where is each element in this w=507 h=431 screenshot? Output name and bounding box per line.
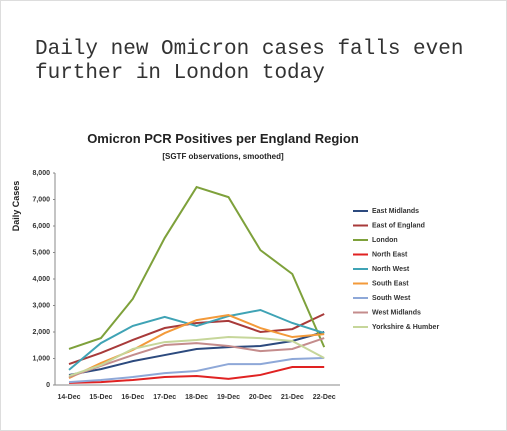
x-tick-label: 20-Dec: [249, 394, 272, 401]
y-tick-label: 5,000: [32, 249, 50, 256]
series-line: [68, 313, 325, 366]
x-tick-label: 16-Dec: [121, 394, 144, 401]
legend-label: West Midlands: [372, 309, 421, 316]
y-tick-label: 7,000: [32, 196, 50, 203]
x-tick-label: 15-Dec: [89, 394, 112, 401]
legend-label: South East: [372, 280, 409, 287]
series-line: [68, 336, 325, 377]
series-line: [68, 365, 325, 384]
series-line: [68, 331, 325, 376]
headline: Daily new Omicron cases falls even: [35, 38, 463, 61]
x-tick-label: 19-Dec: [217, 394, 240, 401]
x-tick-label: 18-Dec: [185, 394, 208, 401]
y-tick-label: 8,000: [32, 170, 50, 177]
legend-label: London: [372, 237, 398, 244]
series-line: [68, 185, 326, 350]
y-axis-label: Daily Cases: [11, 181, 21, 232]
y-tick-label: 3,000: [32, 302, 50, 309]
y-tick-label: 2,000: [32, 329, 50, 336]
series-line: [68, 308, 325, 371]
y-tick-label: 0: [46, 382, 50, 389]
legend-label: Yorkshire & Humber: [372, 324, 439, 331]
legend-label: South West: [372, 295, 411, 302]
chart-subtitle: [SGTF observations, smoothed]: [162, 152, 284, 161]
x-tick-label: 14-Dec: [58, 394, 81, 401]
legend-label: North West: [372, 266, 410, 273]
legend-label: East Midlands: [372, 208, 419, 215]
x-tick-label: 17-Dec: [153, 394, 176, 401]
legend-label: North East: [372, 251, 408, 258]
x-tick-label: 22-Dec: [313, 394, 336, 401]
y-tick-label: 4,000: [32, 276, 50, 283]
y-tick-label: 6,000: [32, 223, 50, 230]
y-tick-label: 1,000: [32, 355, 50, 362]
legend-label: East of England: [372, 222, 425, 229]
series-line: [68, 356, 325, 384]
chart-title: Omicron PCR Positives per England Region: [87, 131, 359, 146]
x-tick-label: 21-Dec: [281, 394, 304, 401]
series-line: [68, 337, 325, 378]
headline: further in London today: [35, 62, 325, 85]
